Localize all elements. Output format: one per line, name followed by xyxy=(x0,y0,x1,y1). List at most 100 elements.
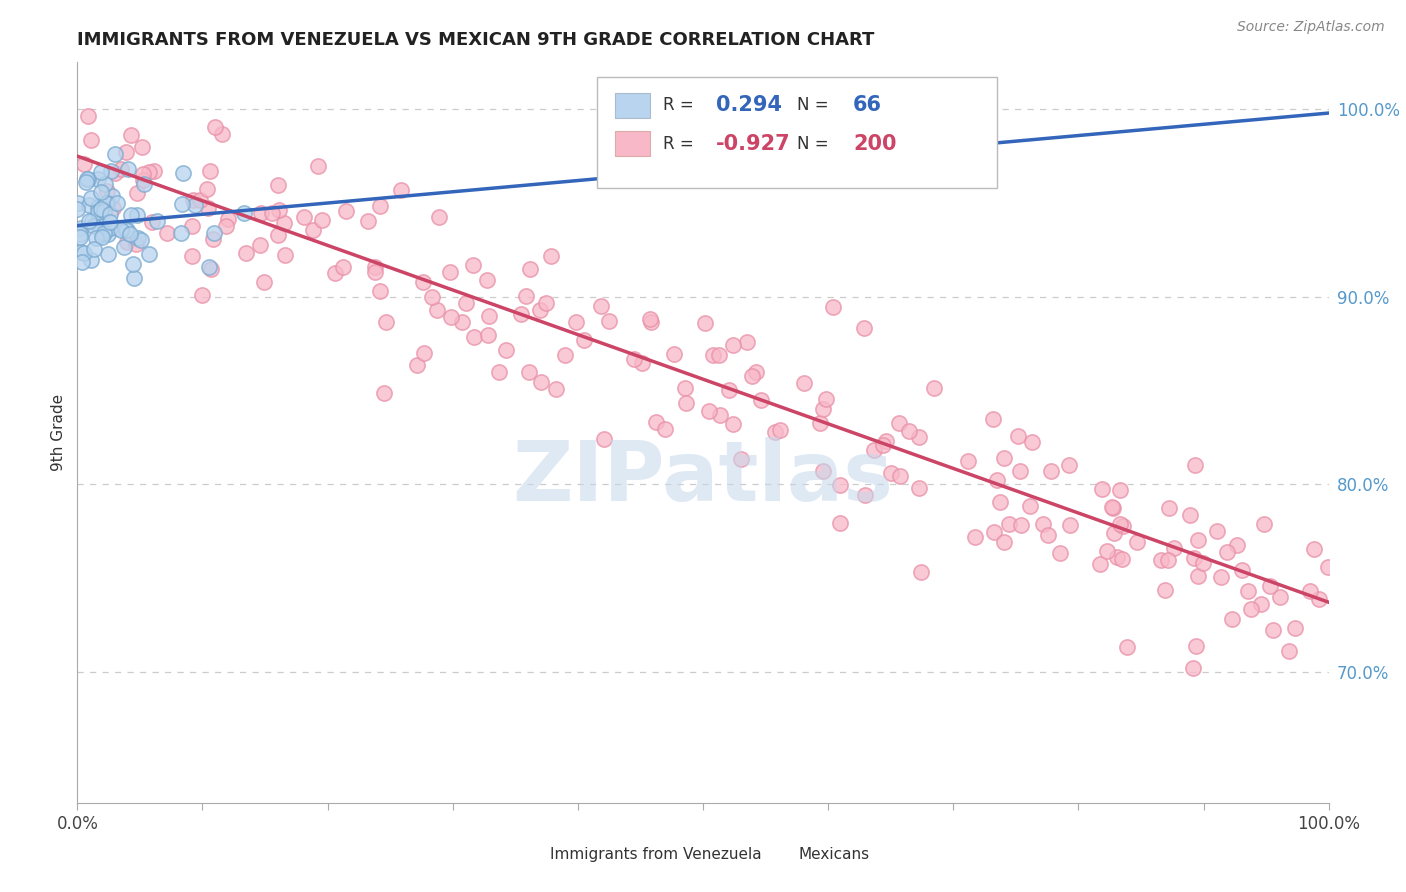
Point xyxy=(1232,563,1254,577)
Point xyxy=(1187,533,1209,547)
Point xyxy=(253,275,276,289)
Point xyxy=(406,358,429,372)
Point xyxy=(172,166,194,180)
Point xyxy=(1226,538,1249,552)
Point xyxy=(93,222,115,236)
Point xyxy=(1153,582,1175,597)
Point xyxy=(1091,483,1114,497)
Point xyxy=(325,266,347,280)
Point xyxy=(83,243,105,257)
Point xyxy=(519,262,541,277)
Point xyxy=(623,351,645,366)
Point xyxy=(132,173,155,187)
Point xyxy=(769,423,792,437)
Point xyxy=(723,417,745,432)
Point xyxy=(1105,549,1128,564)
Point xyxy=(862,443,884,458)
Point xyxy=(654,422,676,436)
Point xyxy=(638,311,661,326)
Point xyxy=(75,175,97,189)
Point xyxy=(517,365,540,379)
Point xyxy=(574,333,596,347)
Point xyxy=(118,227,141,241)
Point xyxy=(965,530,987,544)
Point xyxy=(86,205,108,219)
Point xyxy=(69,221,91,235)
Point xyxy=(141,215,163,229)
Point xyxy=(1108,483,1130,497)
Point xyxy=(910,565,932,579)
Point xyxy=(1126,535,1149,549)
Point xyxy=(1007,429,1029,443)
Point xyxy=(1021,435,1043,450)
Point xyxy=(90,202,112,216)
Point xyxy=(146,213,169,227)
Point xyxy=(91,227,114,242)
Point xyxy=(73,157,96,171)
Point xyxy=(741,369,763,384)
Point xyxy=(889,468,911,483)
Point xyxy=(69,230,91,244)
Text: N =: N = xyxy=(797,135,834,153)
Point xyxy=(202,226,225,240)
Point xyxy=(181,250,204,264)
Point xyxy=(1101,500,1123,515)
Point xyxy=(93,204,115,219)
Point xyxy=(1250,597,1272,611)
Point xyxy=(593,432,616,446)
Point xyxy=(1192,556,1215,570)
Point xyxy=(260,205,283,219)
Point xyxy=(389,183,412,197)
FancyBboxPatch shape xyxy=(763,846,790,864)
Point xyxy=(530,375,553,389)
Text: Source: ZipAtlas.com: Source: ZipAtlas.com xyxy=(1237,20,1385,34)
Point xyxy=(1187,568,1209,582)
Point xyxy=(125,236,148,251)
Point xyxy=(718,383,741,397)
Point xyxy=(101,201,124,215)
Point xyxy=(335,204,357,219)
Point xyxy=(675,396,697,410)
Point xyxy=(233,206,256,220)
Point xyxy=(811,401,834,416)
Text: N =: N = xyxy=(797,96,834,114)
Point xyxy=(364,260,387,274)
Point xyxy=(993,535,1015,549)
Point xyxy=(644,415,666,429)
Point xyxy=(897,424,920,438)
Point xyxy=(1010,464,1032,478)
Point xyxy=(745,365,768,379)
Point xyxy=(107,220,129,235)
FancyBboxPatch shape xyxy=(616,93,651,118)
Point xyxy=(814,392,837,406)
Point xyxy=(374,315,396,329)
Point xyxy=(988,495,1011,509)
Point xyxy=(181,193,204,207)
Point xyxy=(103,147,125,161)
Point xyxy=(828,478,851,492)
Point xyxy=(981,412,1004,426)
Text: R =: R = xyxy=(664,96,699,114)
Point xyxy=(907,481,929,495)
Point xyxy=(1178,508,1201,522)
Point xyxy=(115,235,138,249)
Point xyxy=(77,213,100,227)
FancyBboxPatch shape xyxy=(515,846,543,864)
Point xyxy=(993,451,1015,466)
Point xyxy=(201,232,224,246)
Point xyxy=(70,255,93,269)
Point xyxy=(510,307,533,321)
Point xyxy=(292,210,315,224)
Point xyxy=(195,182,218,196)
Point xyxy=(82,214,104,228)
Point xyxy=(250,205,273,219)
Point xyxy=(215,219,238,234)
Point xyxy=(830,516,852,530)
Point xyxy=(1032,516,1054,531)
FancyBboxPatch shape xyxy=(596,78,997,188)
Point xyxy=(640,315,662,329)
Point xyxy=(170,227,193,241)
Point xyxy=(114,223,136,237)
Point xyxy=(983,524,1005,539)
Point xyxy=(132,177,155,191)
